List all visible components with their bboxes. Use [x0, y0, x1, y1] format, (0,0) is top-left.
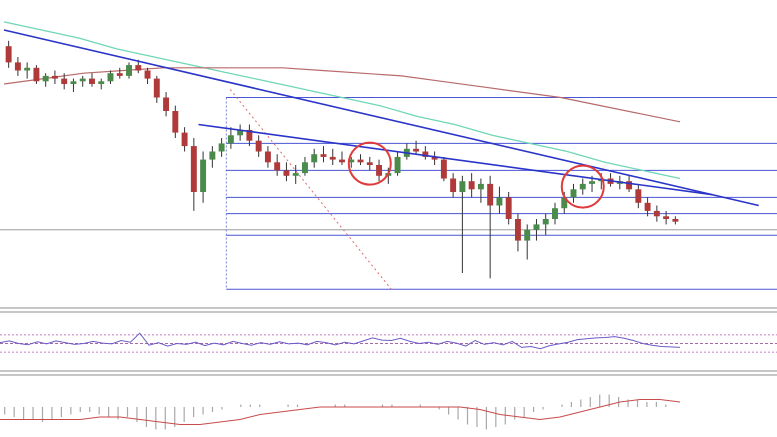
bullish-candle	[107, 73, 114, 82]
bullish-candle	[237, 129, 244, 136]
bullish-candle	[348, 159, 355, 163]
bearish-trend-line	[198, 123, 713, 196]
bearish-candle	[339, 159, 345, 163]
bearish-candle	[153, 78, 160, 98]
bearish-candle	[163, 97, 170, 111]
bearish-candle	[5, 46, 12, 63]
bearish-candle	[283, 170, 290, 176]
bearish-candle	[487, 183, 494, 206]
bearish-candle	[431, 156, 438, 160]
bullish-candle	[24, 67, 31, 71]
bearish-candle	[672, 219, 679, 222]
bearish-candle	[635, 189, 642, 203]
bullish-candle	[570, 189, 577, 198]
bullish-candle	[218, 143, 225, 152]
bullish-candle	[301, 162, 308, 174]
bullish-candle	[589, 181, 595, 184]
bullish-candle	[98, 81, 105, 84]
bearish-candle	[61, 78, 68, 84]
bearish-candle	[626, 181, 633, 190]
bearish-candle	[144, 70, 151, 79]
moving-average-slow	[3, 67, 681, 123]
bullish-candle	[579, 183, 586, 190]
bearish-candle	[663, 216, 670, 219]
bearish-candle	[329, 156, 336, 160]
bearish-candle	[274, 162, 281, 171]
bearish-candle	[255, 140, 262, 152]
bullish-candle	[311, 154, 318, 163]
resistance-highlight-circle	[347, 141, 392, 186]
bearish-candle	[450, 178, 457, 192]
bullish-candle	[561, 197, 568, 209]
bearish-candle	[190, 146, 197, 192]
bearish-candle	[116, 73, 123, 76]
bearish-candle	[422, 151, 429, 157]
bullish-candle	[394, 156, 401, 174]
bearish-trend-line	[3, 29, 759, 207]
bearish-candle	[514, 219, 521, 241]
bearish-candle	[264, 151, 271, 163]
bearish-candle	[135, 65, 142, 71]
bearish-candle	[413, 148, 420, 152]
bullish-candle	[459, 181, 466, 192]
rsi-panel	[0, 332, 777, 353]
bearish-candle	[181, 132, 188, 147]
bullish-candle	[496, 197, 503, 206]
panel-separators	[0, 307, 777, 376]
bearish-candle	[653, 210, 660, 217]
bullish-candle	[227, 135, 234, 144]
macd-signal-line	[0, 399, 681, 425]
resistance-highlight-circle	[560, 164, 605, 209]
bearish-candle	[357, 159, 364, 163]
bullish-candle	[542, 219, 549, 225]
bearish-candle	[440, 159, 447, 179]
bullish-candle	[79, 78, 86, 82]
moving-average-fast	[3, 21, 681, 180]
bearish-candle	[366, 162, 373, 165]
bearish-candle	[644, 202, 651, 211]
bullish-candle	[126, 65, 132, 76]
bullish-candle	[292, 173, 299, 176]
bearish-candle	[14, 62, 21, 71]
bullish-candle	[533, 224, 540, 230]
bearish-candle	[376, 165, 383, 176]
bullish-candle	[42, 75, 49, 82]
bearish-candle	[89, 78, 95, 84]
bearish-candle	[468, 181, 475, 190]
rsi-line	[0, 332, 681, 350]
macd-panel	[0, 394, 681, 430]
bearish-candle	[172, 111, 179, 133]
bearish-candle	[505, 197, 512, 219]
bullish-candle	[477, 183, 484, 190]
bullish-candle	[70, 81, 77, 84]
bearish-candle	[51, 75, 58, 79]
bullish-candle	[524, 229, 531, 241]
price-panel	[0, 21, 777, 290]
bearish-candle	[246, 129, 253, 141]
bullish-candle	[209, 151, 216, 160]
bullish-candle	[552, 208, 558, 219]
bearish-candle	[320, 154, 327, 157]
bearish-candle	[33, 67, 40, 82]
bullish-candle	[200, 159, 207, 192]
